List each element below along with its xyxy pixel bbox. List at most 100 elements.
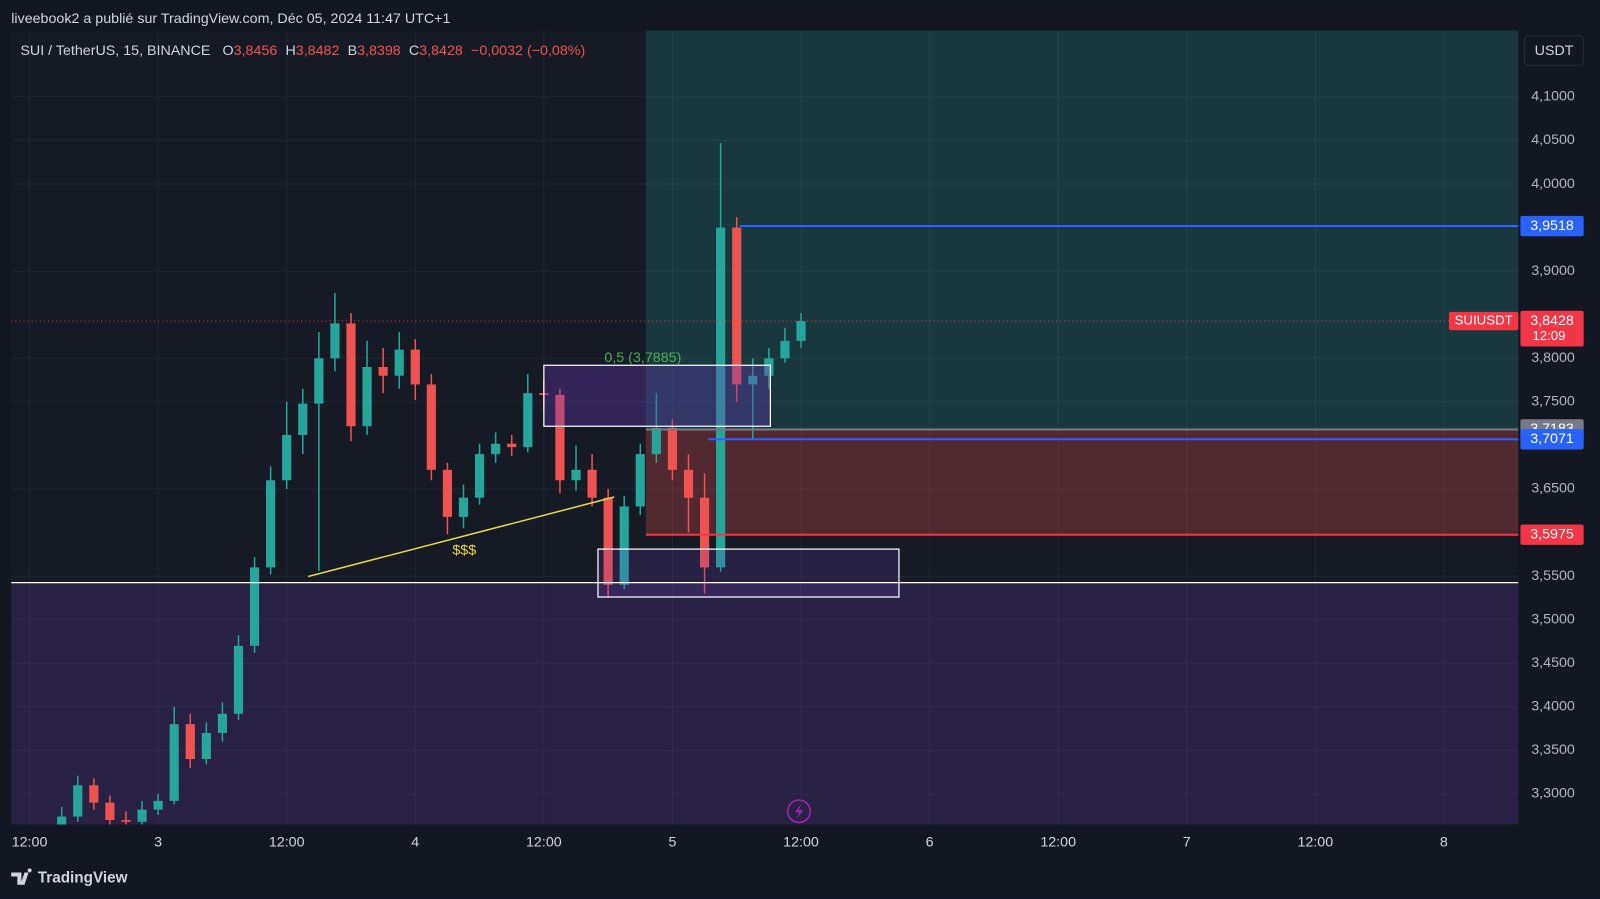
- grid: [11, 30, 1519, 825]
- candle-body: [282, 434, 292, 481]
- candle-body: [249, 567, 260, 646]
- candle-body: [314, 358, 324, 404]
- legend-key: H: [285, 43, 295, 59]
- candle-body: [346, 323, 356, 427]
- candle-body: [362, 367, 372, 427]
- legend-value: 3,8456: [234, 43, 278, 59]
- last-price-tag: [1520, 310, 1584, 347]
- candle-body: [105, 802, 115, 821]
- candle-body: [330, 323, 340, 359]
- candle-body: [683, 469, 694, 498]
- tv-logo: [11, 868, 32, 885]
- time-axis: [0, 824, 1519, 858]
- candle-body: [796, 321, 806, 341]
- symbol-title: SUI / TetherUS, 15, BINANCE: [20, 43, 210, 59]
- annotation: $$$: [452, 543, 476, 559]
- zone: [645, 30, 1519, 430]
- candle-body: [233, 645, 244, 714]
- candle-body: [491, 443, 501, 455]
- price-tag-label: 3,5975: [1530, 526, 1574, 542]
- candle-body: [571, 469, 581, 481]
- trendline: [307, 496, 615, 578]
- x-tick-label: 12:00: [1040, 835, 1076, 851]
- candle-body: [217, 713, 228, 733]
- box: [597, 548, 900, 598]
- y-tick-label: 3,8000: [1531, 350, 1575, 366]
- icon-bolt: [794, 804, 804, 819]
- candle-body: [748, 375, 758, 385]
- candle-body: [619, 506, 629, 585]
- price-tag: [1520, 429, 1584, 450]
- x-tick-label: 6: [926, 835, 934, 851]
- legend-key: O: [223, 43, 234, 59]
- candle-body: [298, 403, 308, 435]
- candle-body: [651, 427, 661, 455]
- candle-body: [266, 480, 276, 568]
- y-tick-label: 3,3000: [1531, 786, 1575, 802]
- icon-ring: [786, 799, 811, 824]
- candle-body: [716, 227, 726, 568]
- candle-body: [764, 358, 774, 376]
- plot-area: [11, 30, 1519, 825]
- y-tick-label: 3,5000: [1531, 611, 1575, 627]
- x-tick-label: 12:00: [269, 835, 305, 851]
- x-tick-label: 4: [411, 835, 419, 851]
- legend-value: 3,8398: [357, 43, 401, 59]
- candle-body: [474, 454, 485, 498]
- y-tick-label: 3,4000: [1531, 699, 1575, 715]
- y-tick-label: 3,7500: [1531, 394, 1575, 410]
- symbol-tag-label: SUIUSDT: [1455, 313, 1513, 328]
- zone: [11, 582, 1519, 825]
- zone: [645, 429, 1519, 535]
- price-tag: [1520, 524, 1584, 545]
- candle-body: [169, 724, 179, 801]
- drawings: $$$ 0,5 (3,7885): [11, 225, 1519, 598]
- currency-button[interactable]: [1523, 35, 1585, 66]
- published-line: liveebook2 a publié sur TradingView.com,…: [11, 11, 450, 27]
- price-tag: [1520, 215, 1584, 237]
- candle-body: [57, 816, 67, 828]
- candle-body: [780, 340, 790, 359]
- logo-mark: [11, 868, 32, 885]
- candle-body: [201, 732, 211, 760]
- box: [543, 364, 771, 427]
- brand: TradingView: [38, 870, 128, 887]
- candle-body: [185, 724, 195, 760]
- candle-body: [667, 427, 678, 470]
- currency-label: USDT: [1535, 43, 1574, 59]
- candle-body: [73, 785, 83, 817]
- candle-body: [603, 497, 613, 585]
- candle-body: [394, 349, 404, 376]
- candle-body: [137, 809, 147, 822]
- axes: 12:00 3 12:00 4 12:00 5 12:00 6 12:00 7 12:00 8 3,30…: [12, 89, 1584, 851]
- candle-body: [587, 469, 597, 498]
- x-tick-label: 3: [154, 835, 162, 851]
- candle-body: [153, 800, 163, 810]
- y-tick-label: 4,0500: [1531, 132, 1575, 148]
- price-tag-label: 3,7071: [1530, 431, 1574, 447]
- candle-body: [410, 349, 420, 385]
- candle-body: [458, 497, 469, 517]
- countdown-label: 12:09: [1532, 328, 1565, 343]
- candle-body: [121, 820, 131, 822]
- y-tick-label: 3,9000: [1531, 263, 1575, 279]
- lightning-icon[interactable]: [786, 799, 811, 824]
- x-tick-label: 12:00: [12, 835, 48, 851]
- candle-body: [378, 367, 388, 376]
- candle-body: [507, 443, 517, 448]
- x-tick-label: 12:00: [1297, 835, 1333, 851]
- candle-body: [732, 227, 742, 385]
- candle-body: [555, 394, 565, 481]
- candles: [57, 143, 806, 834]
- legend-value: 3,8428: [419, 43, 463, 59]
- legend-key: C: [409, 43, 419, 59]
- annotation: 0,5 (3,7885): [604, 350, 681, 366]
- y-tick-label: 3,6500: [1531, 481, 1575, 497]
- x-tick-label: 7: [1183, 835, 1191, 851]
- y-tick-label: 4,0000: [1531, 176, 1575, 192]
- legend-value: 3,8482: [296, 43, 340, 59]
- candle-body: [426, 384, 436, 470]
- y-tick-label: 3,5500: [1531, 568, 1575, 584]
- symbol-legend: SUI / TetherUS, 15, BINANCE O3,8456 H3,84…: [20, 43, 585, 59]
